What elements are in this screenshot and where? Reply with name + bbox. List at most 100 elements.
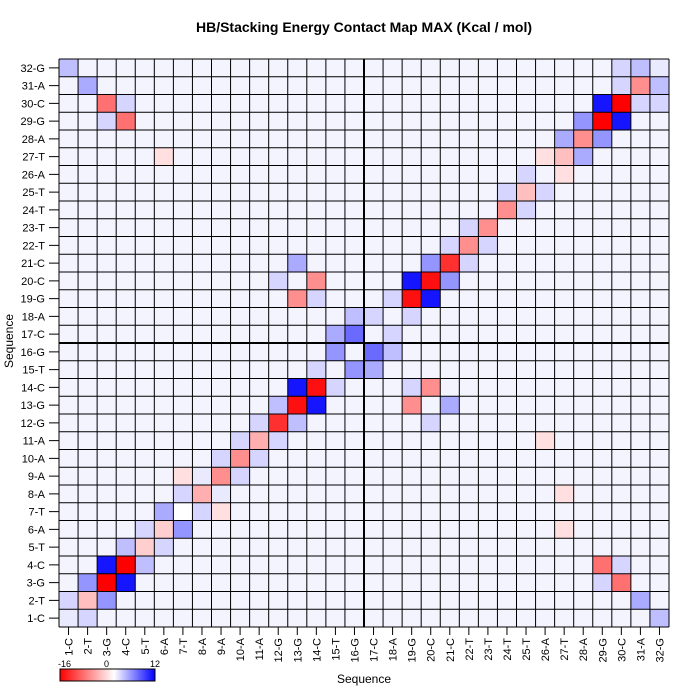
heatmap-cell <box>249 236 269 255</box>
heatmap-cell <box>344 201 364 219</box>
heatmap-cell <box>554 94 574 113</box>
heatmap-cell <box>364 449 384 468</box>
heatmap-cell <box>306 147 326 166</box>
heatmap-cell <box>154 183 174 201</box>
heatmap-cell <box>306 59 326 77</box>
heatmap-cell <box>59 130 79 148</box>
heatmap-cell <box>516 112 536 130</box>
heatmap-cell <box>211 556 231 574</box>
heatmap-cell <box>611 591 631 610</box>
heatmap-cell <box>97 165 117 184</box>
heatmap-cell <box>268 502 288 521</box>
heatmap-cell <box>135 201 155 219</box>
heatmap-cell <box>249 325 269 343</box>
heatmap-cell <box>211 254 231 272</box>
heatmap-cell <box>630 360 650 379</box>
heatmap-cell <box>497 556 517 574</box>
heatmap-cell <box>364 343 384 361</box>
heatmap-cell <box>383 183 403 201</box>
heatmap-cell <box>459 59 479 77</box>
heatmap-cell <box>116 360 136 379</box>
heatmap-cell <box>383 254 403 272</box>
heatmap-cell <box>478 556 498 574</box>
x-tick-label: 17-C <box>369 638 381 662</box>
heatmap-cell <box>478 343 498 361</box>
x-tick-label: 4-C <box>121 638 133 656</box>
heatmap-cell <box>116 236 136 255</box>
heatmap-cell <box>173 449 193 468</box>
heatmap-cell <box>573 218 593 237</box>
heatmap-cell <box>211 502 231 521</box>
heatmap-cell <box>364 289 384 308</box>
heatmap-cell <box>421 467 441 485</box>
heatmap-cell <box>287 378 307 397</box>
heatmap-cell <box>535 485 555 503</box>
heatmap-cell <box>116 573 136 592</box>
heatmap-cell <box>192 236 212 255</box>
heatmap-cell <box>306 236 326 255</box>
y-tick-label: 22-T <box>22 240 45 252</box>
heatmap-cell <box>192 520 212 539</box>
heatmap-cell <box>497 94 517 113</box>
heatmap-cell <box>135 414 155 432</box>
heatmap-cell <box>287 130 307 148</box>
heatmap-cell <box>59 325 79 343</box>
heatmap-cell <box>497 414 517 432</box>
heatmap-cell <box>630 236 650 255</box>
heatmap-cell <box>592 112 612 130</box>
heatmap-cell <box>306 307 326 326</box>
y-tick-label: 31-A <box>22 81 46 93</box>
heatmap-cell <box>154 343 174 361</box>
heatmap-cell <box>97 502 117 521</box>
heatmap-cell <box>364 218 384 237</box>
heatmap-cell <box>59 112 79 130</box>
heatmap-cell <box>611 573 631 592</box>
heatmap-cell <box>573 609 593 627</box>
heatmap-cell <box>97 556 117 574</box>
heatmap-cell <box>630 201 650 219</box>
heatmap-cell <box>325 467 345 485</box>
heatmap-cell <box>592 307 612 326</box>
heatmap-cell <box>344 414 364 432</box>
heatmap-cell <box>287 325 307 343</box>
heatmap-cell <box>573 112 593 130</box>
heatmap-cell <box>554 378 574 397</box>
x-tick-label: 11-A <box>254 637 266 660</box>
heatmap-cell <box>154 130 174 148</box>
heatmap-cell <box>402 485 422 503</box>
heatmap-cell <box>364 360 384 379</box>
heatmap-cell <box>344 76 364 95</box>
heatmap-cell <box>344 573 364 592</box>
heatmap-cell <box>649 343 669 361</box>
heatmap-cell <box>287 307 307 326</box>
heatmap-cell <box>344 485 364 503</box>
heatmap-cell <box>97 467 117 485</box>
heatmap-cell <box>554 591 574 610</box>
heatmap-cell <box>421 609 441 627</box>
heatmap-cell <box>287 183 307 201</box>
heatmap-cell <box>497 343 517 361</box>
y-tick-label: 30-C <box>21 98 45 110</box>
heatmap-cell <box>287 520 307 539</box>
heatmap-cell <box>135 556 155 574</box>
heatmap-grid <box>58 58 670 628</box>
heatmap-cell <box>344 396 364 414</box>
heatmap-cell <box>497 431 517 450</box>
heatmap-cell <box>268 59 288 77</box>
heatmap-cell <box>173 254 193 272</box>
heatmap-cell <box>592 343 612 361</box>
heatmap-cell <box>592 165 612 184</box>
heatmap-cell <box>97 147 117 166</box>
heatmap-cell <box>478 467 498 485</box>
y-tick-label: 19-G <box>21 294 45 306</box>
heatmap-cell <box>306 112 326 130</box>
heatmap-cell <box>59 307 79 326</box>
heatmap-cell <box>211 414 231 432</box>
heatmap-cell <box>440 360 460 379</box>
heatmap-cell <box>516 343 536 361</box>
heatmap-cell <box>402 378 422 397</box>
heatmap-cell <box>649 201 669 219</box>
heatmap-cell <box>154 254 174 272</box>
heatmap-cell <box>497 112 517 130</box>
heatmap-cell <box>344 431 364 450</box>
